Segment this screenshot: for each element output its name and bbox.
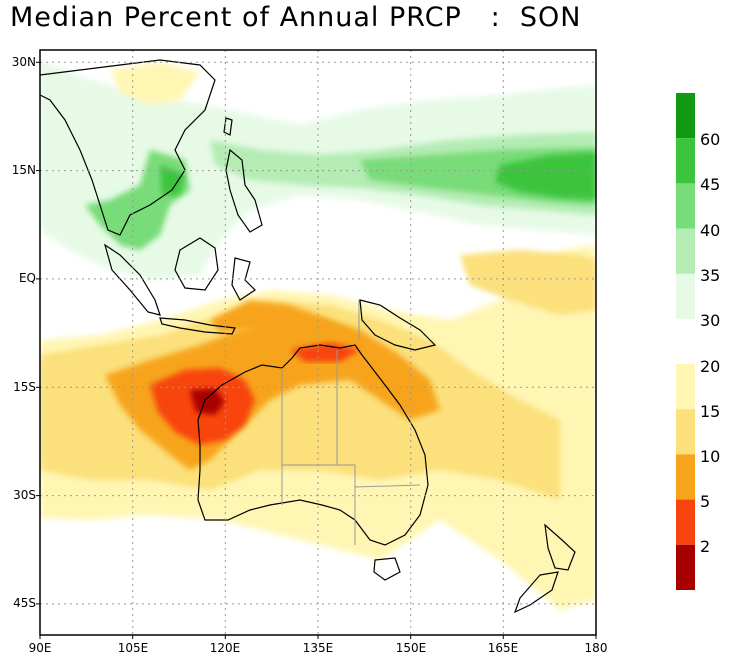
shading-layer: [40, 60, 596, 610]
nz-south-coast: [513, 571, 559, 614]
colorbar-swatch-35: [676, 228, 695, 274]
java-coast: [159, 317, 236, 335]
lat-label-30s: 30S: [13, 488, 36, 502]
colorbar-label-45: 45: [700, 175, 721, 194]
dry-2: [190, 388, 225, 415]
nz-north-coast: [544, 523, 576, 571]
colorbar-swatch-20: [676, 364, 695, 410]
lat-label-eq: EQ: [18, 271, 36, 285]
colorbar-dry: [676, 364, 695, 590]
tick-marks: [36, 61, 597, 639]
colorbar-label-2: 2: [700, 537, 711, 556]
wet-band-45: [495, 152, 596, 200]
indochina-green-dark: [160, 165, 185, 195]
colorbar-swatch-5: [676, 499, 695, 545]
colorbar-swatch-45: [676, 138, 695, 184]
gridlines: [40, 50, 596, 635]
colorbar-label-35: 35: [700, 266, 721, 285]
colorbar-swatch-15: [676, 409, 695, 455]
colorbar-swatch-40: [676, 183, 695, 229]
lat-label-15n: 15N: [11, 163, 36, 177]
indochina-coast: [40, 59, 216, 236]
lon-label-120e: 120E: [209, 641, 241, 655]
colorbar-wet: [676, 93, 695, 319]
lon-label-90e: 90E: [28, 641, 52, 655]
tasmania-coast: [373, 557, 401, 581]
colorbar-label-40: 40: [700, 221, 721, 240]
dry-png: [210, 300, 360, 340]
colorbar-label-15: 15: [700, 402, 721, 421]
lon-label-135e: 135E: [302, 641, 334, 655]
colorbar-swatch-60: [676, 93, 695, 139]
map-title: Median Percent of Annual PRCP : SON: [10, 2, 582, 33]
colorbar-label-30: 30: [700, 311, 721, 330]
borneo-coast: [174, 237, 219, 291]
lat-label-30n: 30N: [11, 55, 36, 69]
lon-label-165e: 165E: [487, 641, 519, 655]
colorbar-swatch-2: [676, 544, 695, 590]
colorbar-swatch-30: [676, 273, 695, 319]
lon-label-180: 180: [584, 641, 608, 655]
australia-coast: [197, 344, 429, 546]
lat-label-45s: 45S: [13, 596, 36, 610]
colorbar-label-5: 5: [700, 492, 711, 511]
sumatra-coast: [103, 243, 161, 316]
state-borders: [281, 300, 421, 545]
colorbar-swatch-10: [676, 454, 695, 500]
png-coast: [359, 299, 437, 351]
lat-label-15s: 15S: [13, 380, 36, 394]
dry-eq-east: [460, 250, 596, 315]
lon-label-105e: 105E: [117, 641, 149, 655]
colorbar-label-10: 10: [700, 447, 721, 466]
sulawesi-coast: [231, 257, 256, 301]
dry-south-china: [110, 62, 200, 105]
colorbar-label-60: 60: [700, 130, 721, 149]
coastlines: [40, 59, 576, 614]
philippines-coast: [225, 148, 263, 233]
taiwan-coast: [223, 117, 233, 136]
lon-label-150e: 150E: [395, 641, 427, 655]
colorbar-label-20: 20: [700, 357, 721, 376]
